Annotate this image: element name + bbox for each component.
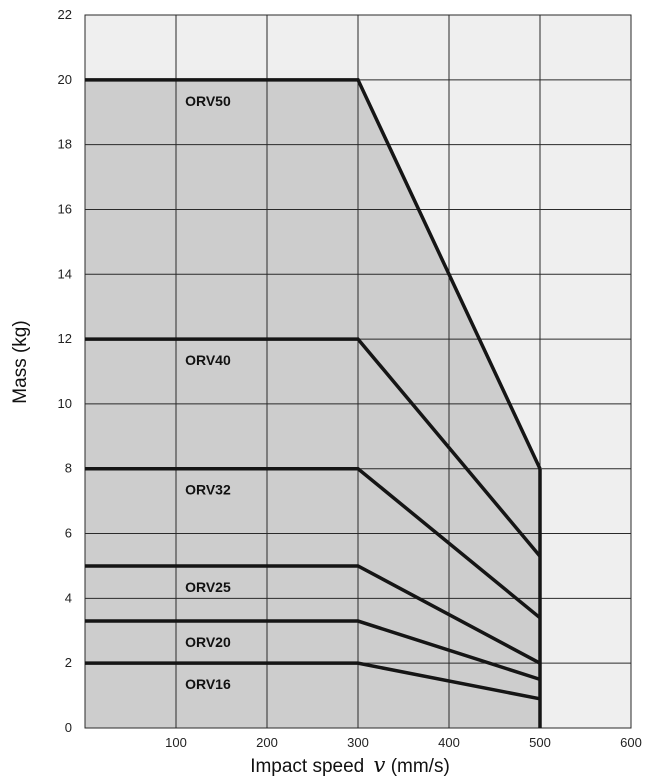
y-tick-label: 10: [58, 396, 72, 411]
y-tick-label: 18: [58, 137, 72, 152]
series-label-orv40: ORV40: [185, 352, 231, 368]
series-lines: [85, 78, 542, 728]
x-tick-label: 300: [347, 735, 369, 750]
x-tick-label: 400: [438, 735, 460, 750]
series-label-orv16: ORV16: [185, 676, 231, 692]
x-axis-title-symbol: v: [374, 753, 386, 777]
y-tick-label: 4: [65, 590, 72, 605]
y-tick-label: 22: [58, 7, 72, 22]
y-tick-label: 8: [65, 461, 72, 476]
x-tick-labels: 100 200 300 400 500 600: [165, 735, 642, 750]
series-line-orv25: [85, 564, 541, 665]
x-tick-label: 100: [165, 735, 187, 750]
series-label-orv20: ORV20: [185, 634, 231, 650]
y-tick-label: 16: [58, 201, 72, 216]
y-tick-labels: 0 2 4 6 8 10 12 14 16 18 20 22: [58, 7, 72, 735]
series-line-orv20: [85, 619, 541, 682]
x-axis-title: Impact speed v (mm/s): [250, 753, 450, 777]
y-tick-label: 20: [58, 72, 72, 87]
y-tick-label: 14: [58, 266, 72, 281]
series-label-orv50: ORV50: [185, 93, 231, 109]
y-tick-label: 2: [65, 655, 72, 670]
series-line-orv50: [85, 78, 542, 470]
series-label-orv25: ORV25: [185, 579, 231, 595]
plot-frame: [84, 14, 632, 729]
series-line-orv16: [85, 661, 541, 701]
series-label-orv32: ORV32: [185, 482, 231, 498]
y-axis-title: Mass (kg): [10, 320, 31, 403]
y-tick-label: 0: [65, 720, 72, 735]
x-tick-label: 600: [620, 735, 642, 750]
x-tick-label: 200: [256, 735, 278, 750]
x-axis-title-unit: (mm/s): [391, 756, 450, 777]
series-line-orv40: [85, 337, 542, 558]
series-line-orv32: [85, 466, 542, 620]
series-labels: ORV50 ORV40 ORV32 ORV25 ORV20 ORV16: [185, 93, 231, 692]
y-tick-label: 6: [65, 526, 72, 541]
y-tick-label: 12: [58, 331, 72, 346]
x-tick-label: 500: [529, 735, 551, 750]
x-axis-title-text: Impact speed: [250, 756, 364, 777]
